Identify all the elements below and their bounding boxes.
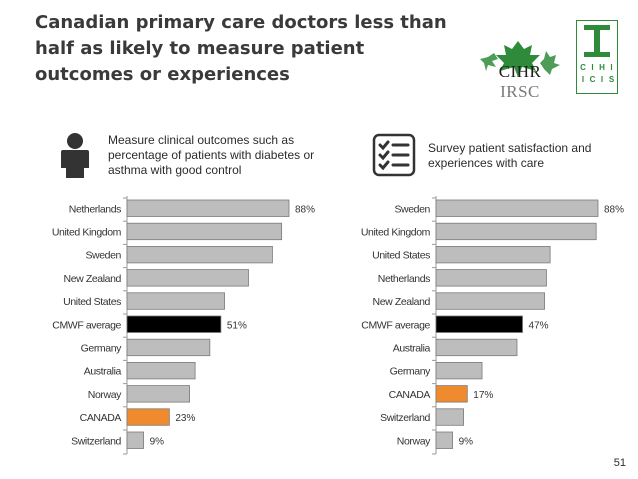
cihi-letter: H xyxy=(599,63,605,72)
bar-netherlands xyxy=(435,269,547,287)
category-label: Sweden xyxy=(394,203,430,215)
data-label: 9% xyxy=(459,436,474,447)
page-title: Canadian primary care doctors less than … xyxy=(35,12,447,85)
bar-united-states xyxy=(126,292,225,310)
bar-netherlands xyxy=(126,199,290,217)
data-label: 17% xyxy=(473,390,493,401)
category-label: Netherlands xyxy=(69,203,121,215)
bar-new-zealand xyxy=(435,292,546,310)
patient-survey-bar-chart: Sweden 88% United Kingdom United States Neth… xyxy=(361,196,624,455)
bar-switzerland xyxy=(126,431,144,449)
bar-germany xyxy=(435,361,483,380)
bar-united-kingdom xyxy=(126,222,283,241)
clinical-outcomes-bar-chart: Netherlands 88% United Kingdom Sweden New Ze… xyxy=(52,196,315,455)
bar-united-states xyxy=(435,246,551,264)
cihr-leaf-logo xyxy=(480,41,560,77)
cihi-letter: I xyxy=(582,75,584,84)
category-label: Australia xyxy=(84,366,122,378)
bar-switzerland xyxy=(435,408,465,426)
data-label: 23% xyxy=(175,413,195,424)
bar-sweden xyxy=(126,246,273,264)
data-label: 51% xyxy=(227,320,247,331)
category-label: Australia xyxy=(393,342,431,354)
page-number: 51 xyxy=(613,457,626,469)
data-label: 47% xyxy=(529,320,549,331)
data-label: 9% xyxy=(150,436,165,447)
category-label: New Zealand xyxy=(64,273,122,285)
category-label: United States xyxy=(372,250,430,262)
panel-left-description: Measure clinical outcomes such as percen… xyxy=(108,133,315,177)
category-label: CANADA xyxy=(389,389,431,401)
bar-cmwf-average xyxy=(435,315,523,333)
category-label: Germany xyxy=(81,342,123,354)
bar-norway xyxy=(435,431,453,449)
category-label: CMWF average xyxy=(52,319,121,331)
cihi-icis-logo: C I H II C I S xyxy=(576,20,618,94)
category-label: United States xyxy=(63,296,121,308)
category-label: CANADA xyxy=(80,412,122,424)
bar-norway xyxy=(126,385,190,403)
data-label: 88% xyxy=(295,204,315,215)
bar-sweden xyxy=(435,199,599,217)
bar-cmwf-average xyxy=(126,315,222,333)
cihi-letter: C xyxy=(580,63,586,72)
cihi-letter: C xyxy=(590,75,596,84)
cihr-text: CIHR xyxy=(498,62,542,81)
category-label: United Kingdom xyxy=(52,226,122,238)
cihi-letter: I xyxy=(601,75,603,84)
panel-right-description: Survey patient satisfaction and experien… xyxy=(428,141,592,170)
bar-germany xyxy=(126,338,211,357)
bar-canada xyxy=(435,385,468,403)
category-label: Norway xyxy=(88,389,122,401)
bar-australia xyxy=(435,338,518,357)
cihi-letter: S xyxy=(609,75,615,84)
category-label: CMWF average xyxy=(361,319,430,331)
person-icon xyxy=(61,133,89,178)
bar-united-kingdom xyxy=(435,222,597,241)
cihr-irsc-wordmark: CIHR IRSC xyxy=(478,62,562,102)
cihi-letter: I xyxy=(610,63,612,72)
category-label: Switzerland xyxy=(380,412,430,424)
bar-canada xyxy=(126,408,170,426)
category-label: United Kingdom xyxy=(361,226,431,238)
cihi-letter: I xyxy=(591,63,593,72)
category-label: New Zealand xyxy=(373,296,431,308)
category-label: Netherlands xyxy=(378,273,430,285)
data-label: 88% xyxy=(604,204,624,215)
category-label: Sweden xyxy=(85,250,121,262)
category-label: Germany xyxy=(390,366,432,378)
bar-australia xyxy=(126,361,196,380)
irsc-text: IRSC xyxy=(500,82,540,101)
bar-new-zealand xyxy=(126,269,249,287)
checklist-icon xyxy=(372,133,416,177)
category-label: Switzerland xyxy=(71,435,121,447)
category-label: Norway xyxy=(397,435,431,447)
